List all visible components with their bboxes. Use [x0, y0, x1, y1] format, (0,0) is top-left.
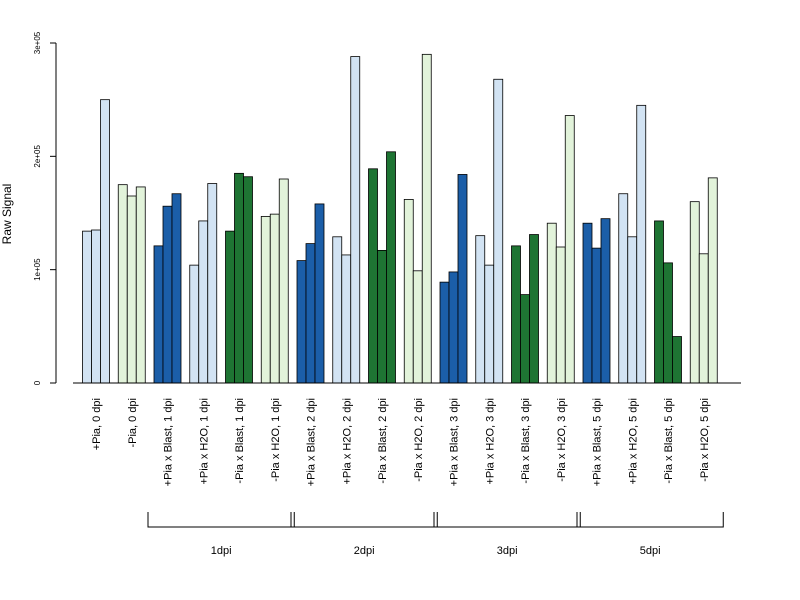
- x-tick-label: +Pia x H2O, 3 dpi: [484, 398, 496, 485]
- group-bracket: [290, 512, 438, 528]
- bar: [689, 201, 700, 384]
- bar: [707, 177, 718, 384]
- bar: [82, 230, 92, 384]
- bar: [564, 115, 575, 384]
- bar: [153, 245, 164, 384]
- group-bracket: [433, 512, 581, 528]
- bar: [225, 230, 235, 384]
- bar: [618, 193, 629, 384]
- group-label: 1dpi: [211, 545, 232, 557]
- bar: [672, 336, 682, 384]
- bar: [314, 203, 325, 384]
- bar: [520, 294, 530, 384]
- x-tick-label: -Pia x Blast, 2 dpi: [377, 398, 389, 484]
- x-tick-label: -Pia x Blast, 1 dpi: [234, 398, 246, 484]
- bar: [135, 186, 146, 384]
- bar: [198, 220, 209, 384]
- bar: [341, 254, 352, 384]
- bar: [475, 235, 486, 384]
- bar: [296, 260, 307, 384]
- x-tick-label: +Pia x Blast, 2 dpi: [306, 398, 318, 486]
- bar: [332, 236, 343, 384]
- x-tick-label: -Pia, 0 dpi: [127, 398, 139, 448]
- bar: [189, 264, 200, 384]
- bar: [412, 270, 423, 384]
- bar: [386, 151, 396, 384]
- bar: [600, 218, 611, 384]
- group-label: 3dpi: [497, 545, 518, 557]
- y-tick-label: 1e+05: [33, 258, 42, 281]
- bar: [663, 262, 673, 384]
- x-tick-label: -Pia x Blast, 5 dpi: [663, 398, 675, 484]
- bar: [457, 174, 468, 384]
- bar: [448, 271, 459, 384]
- group-label: 2dpi: [354, 545, 375, 557]
- group-bracket: [147, 512, 295, 528]
- bar: [421, 53, 432, 384]
- bar: [636, 104, 647, 384]
- x-tick-label: +Pia x Blast, 3 dpi: [449, 398, 461, 486]
- bar: [582, 222, 593, 384]
- bar: [234, 172, 244, 384]
- y-axis: 0 1e+05 2e+05 3e+05: [33, 31, 57, 385]
- bar: [555, 246, 566, 384]
- x-tick-label: -Pia x H2O, 5 dpi: [699, 398, 711, 482]
- group-brackets: 1dpi 2dpi 3dpi 5dpi: [147, 512, 724, 557]
- x-tick-label: -Pia x H2O, 3 dpi: [556, 398, 568, 482]
- x-tick-label: +Pia x H2O, 5 dpi: [627, 398, 639, 485]
- bar: [377, 249, 387, 384]
- bar: [591, 247, 602, 384]
- x-tick-label: +Pia x Blast, 1 dpi: [163, 398, 175, 486]
- bar: [529, 234, 539, 384]
- bar: [403, 198, 414, 384]
- y-tick-label: 2e+05: [33, 145, 42, 168]
- x-tick-label: +Pia, 0 dpi: [91, 398, 103, 450]
- bar: [546, 222, 557, 384]
- bar: [260, 215, 271, 384]
- category-labels: +Pia, 0 dpi -Pia, 0 dpi +Pia x Blast, 1 dp…: [91, 398, 711, 486]
- bar: [511, 245, 521, 384]
- group-bracket: [576, 512, 724, 528]
- bar: [269, 213, 280, 384]
- bar: [91, 229, 101, 384]
- x-tick-label: -Pia x Blast, 3 dpi: [520, 398, 532, 484]
- bar: [305, 243, 316, 384]
- x-tick-label: -Pia x H2O, 1 dpi: [270, 398, 282, 482]
- bar: [484, 264, 495, 384]
- bar: [627, 236, 638, 384]
- x-tick-label: +Pia x Blast, 5 dpi: [592, 398, 604, 486]
- bar: [171, 193, 182, 384]
- y-axis-title: Raw Signal: [0, 184, 14, 245]
- bar: [126, 195, 137, 384]
- bars-layer: [82, 53, 718, 384]
- bar: [654, 220, 664, 384]
- bar: [493, 78, 504, 384]
- bar: [368, 168, 378, 384]
- bar: [243, 176, 253, 384]
- x-tick-label: -Pia x H2O, 2 dpi: [413, 398, 425, 482]
- bar: [100, 99, 110, 384]
- bar: [350, 56, 361, 384]
- group-label: 5dpi: [640, 545, 661, 557]
- bar: [698, 253, 709, 384]
- bar: [439, 281, 450, 384]
- x-tick-label: +Pia x H2O, 2 dpi: [341, 398, 353, 485]
- bar: [162, 205, 173, 384]
- bar: [207, 183, 218, 384]
- bar: [117, 184, 128, 384]
- y-tick-label: 0: [33, 380, 42, 385]
- x-tick-label: +Pia x H2O, 1 dpi: [198, 398, 210, 485]
- y-tick-label: 3e+05: [33, 31, 42, 54]
- bar: [278, 178, 289, 384]
